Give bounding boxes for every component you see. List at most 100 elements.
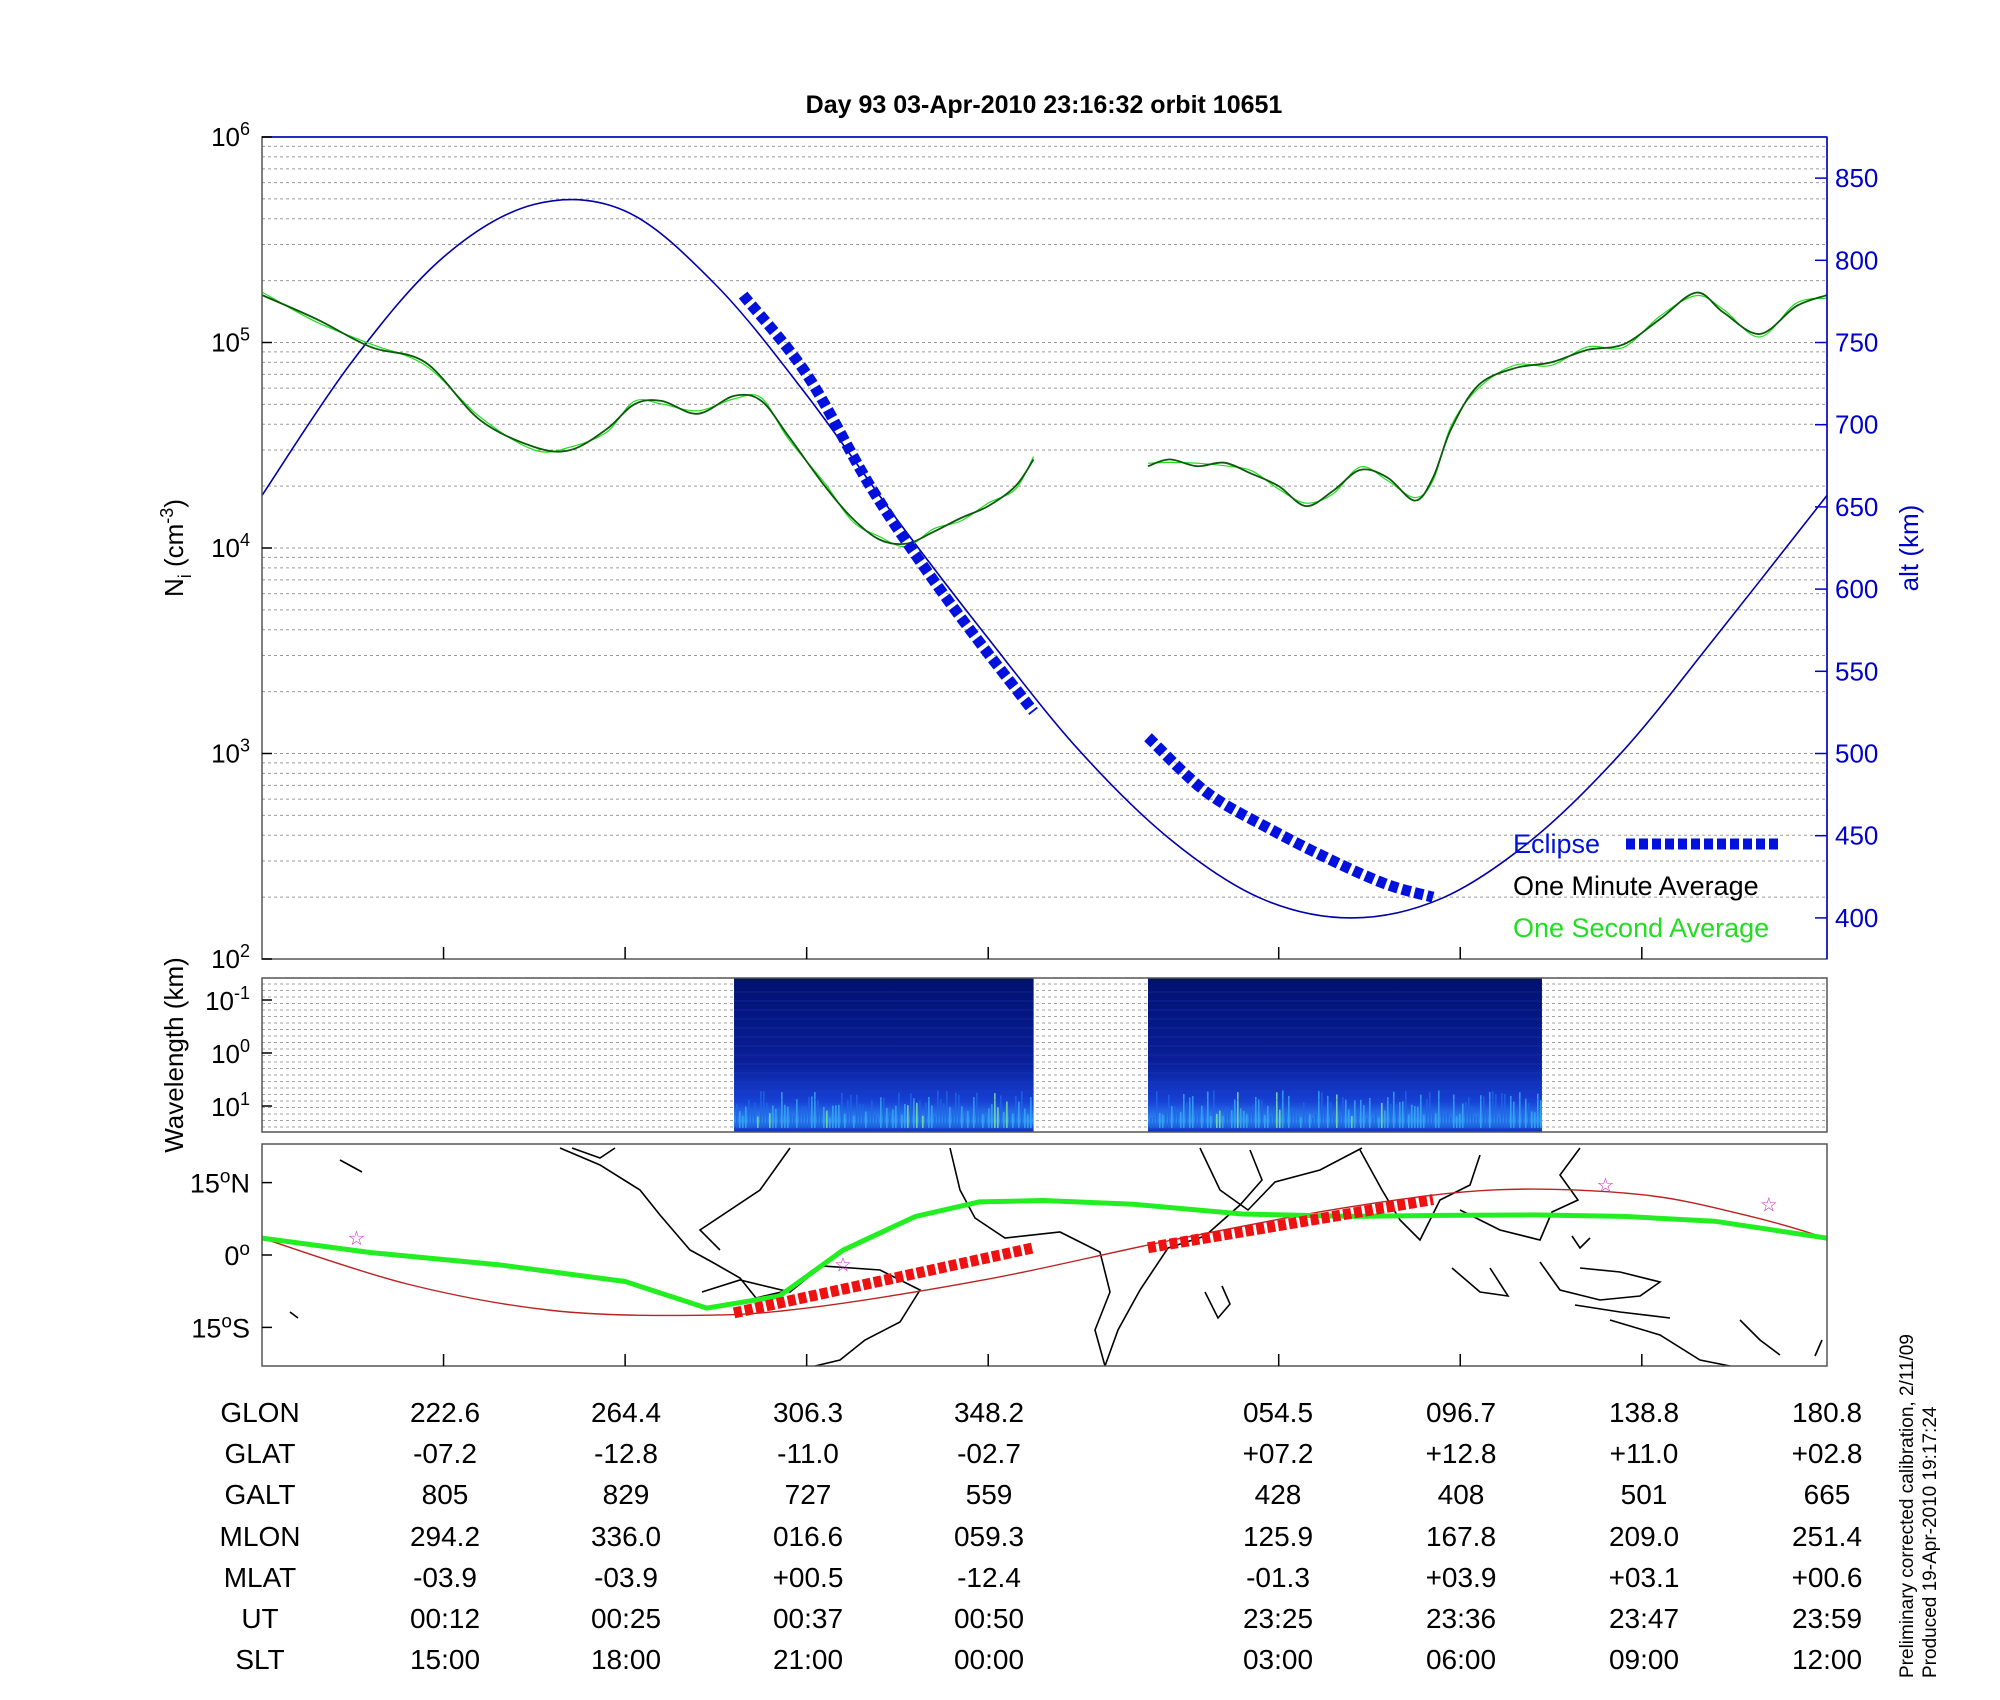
stat-value: +00.5 [772, 1561, 844, 1593]
spectrogram-stripe [1488, 1091, 1491, 1128]
spectrogram-stripe [1347, 1109, 1350, 1128]
spectrogram-stripe [1197, 1111, 1200, 1128]
eclipse-segment [1144, 733, 1435, 903]
spectrogram-stripe [1284, 1114, 1287, 1128]
star-marker: ☆ [1597, 1173, 1615, 1197]
spectrogram-stripe [1470, 1106, 1473, 1128]
stat-value: 096.7 [1425, 1397, 1497, 1428]
spectrogram-stripe [1389, 1104, 1392, 1128]
spectrogram-stripe [898, 1092, 900, 1128]
spectrogram-stripe [802, 1105, 804, 1128]
legend-label-second: One Second Average [1513, 913, 1769, 943]
stat-row-glat: GLAT -07.2 -12.8 -11.0 -02.7 +07.2 +12.8 +11.0 +… [0, 1434, 2000, 1474]
spectrogram-stripe [1455, 1116, 1458, 1128]
spectrogram-stripe [991, 1104, 993, 1128]
spectrogram-stripe [1287, 1095, 1290, 1128]
spec-tick-label: 100 [211, 1036, 250, 1069]
stat-value: 408 [1437, 1479, 1485, 1511]
spectrogram-stripe [742, 1115, 744, 1128]
spectrogram-stripe [1173, 1106, 1176, 1128]
stat-value: 12:00 [1791, 1644, 1863, 1676]
spectrogram-stripe [1149, 1117, 1152, 1128]
spectrogram-stripe [781, 1092, 783, 1128]
stat-value: 00:00 [953, 1644, 1025, 1676]
stat-value: 264.4 [590, 1397, 662, 1428]
spectrogram-stripe [925, 1102, 927, 1128]
spectrogram-stripe [874, 1114, 876, 1128]
spectrogram-stripe [922, 1115, 924, 1128]
spectrogram-stripe [919, 1100, 921, 1128]
spectrogram-stripe [997, 1107, 999, 1128]
stat-row-glon: GLON 222.6 264.4 306.3 348.2 054.5 096.7 138.8 1… [0, 1393, 2000, 1433]
spectrogram-stripe [958, 1094, 960, 1128]
spectrogram-stripe [1230, 1110, 1233, 1128]
spectrogram-stripe [1185, 1102, 1188, 1128]
stat-value: 23:25 [1242, 1603, 1314, 1634]
spectrogram-stripe [808, 1097, 810, 1128]
spectrogram-stripe [1221, 1115, 1224, 1128]
spectrogram-stripe [1215, 1113, 1218, 1128]
spectrogram-stripe [1458, 1113, 1461, 1128]
spectrogram-stripe [1260, 1099, 1263, 1128]
stat-value: 428 [1254, 1479, 1302, 1511]
y-tick-label: 102 [211, 941, 250, 974]
alt-tick-label: 500 [1835, 739, 1878, 769]
spectrogram-stripe [943, 1103, 945, 1128]
spectrogram-stripe [748, 1099, 750, 1128]
stat-value: 336.0 [590, 1520, 662, 1552]
spectrogram-stripe [1314, 1114, 1317, 1128]
spectrogram-stripe [1236, 1092, 1239, 1128]
legend-label-minute: One Minute Average [1513, 871, 1759, 901]
spectrogram-stripe [1224, 1107, 1227, 1128]
eclipse-segment [738, 291, 1038, 715]
map-tick-label: 15oN [190, 1167, 250, 1199]
spectrogram-stripe [1503, 1094, 1506, 1128]
stat-value: -02.7 [957, 1438, 1021, 1470]
spectrogram-stripe [1353, 1100, 1356, 1128]
spectrogram-stripe [1272, 1106, 1275, 1128]
spec-tick-label: 101 [211, 1089, 250, 1122]
spectrogram-stripe [805, 1105, 807, 1128]
spectrogram-stripe [859, 1104, 861, 1128]
spectrogram-stripe [1425, 1099, 1428, 1128]
spectrogram-stripe [760, 1090, 762, 1128]
spectrogram-stripe [1000, 1095, 1002, 1128]
spectrogram-stripe [1317, 1090, 1320, 1128]
stat-label: GALT [224, 1479, 296, 1511]
stat-value: 054.5 [1242, 1397, 1314, 1428]
alt-tick-label: 400 [1835, 903, 1878, 933]
spectrogram-stripe [955, 1092, 957, 1128]
spectrogram-stripe [1176, 1112, 1179, 1128]
spectrogram-stripe [1374, 1109, 1377, 1128]
spectrogram-stripe [1233, 1099, 1236, 1128]
chart-legend: Eclipse One Minute Average One Second Aver… [1513, 829, 1778, 943]
stat-value: 727 [784, 1479, 832, 1511]
spectrogram-stripe [787, 1106, 789, 1128]
spectrogram-stripe [1473, 1116, 1476, 1128]
stat-value: 23:47 [1608, 1603, 1680, 1634]
star-marker: ☆ [347, 1226, 365, 1250]
stat-row-mlon: MLON 294.2 336.0 016.6 059.3 125.9 167.8 209.0 2… [0, 1517, 2000, 1557]
spectrogram-stripe [1494, 1093, 1497, 1128]
stat-value: 23:59 [1791, 1603, 1863, 1634]
legend-label-eclipse: Eclipse [1513, 829, 1600, 859]
stat-value: -12.8 [594, 1438, 658, 1470]
spectrogram-stripe [775, 1108, 777, 1128]
y-tick-label: 104 [211, 530, 250, 563]
spectrogram-stripe [1398, 1102, 1401, 1128]
spectrogram-stripe [895, 1105, 897, 1128]
spectrogram-stripe [1227, 1109, 1230, 1128]
spectrogram-stripe [814, 1092, 816, 1128]
spectrogram-stripe [1218, 1110, 1221, 1128]
spectrogram-stripe [1371, 1117, 1374, 1128]
spectrogram-stripe [1161, 1114, 1164, 1128]
spectrogram-stripe [982, 1114, 984, 1128]
spectrogram-stripe [1006, 1101, 1008, 1128]
spectrogram-stripe [892, 1109, 894, 1128]
density-left-ticks: 102 103 104 105 106 [211, 119, 272, 974]
spectrogram-stripe [1281, 1090, 1284, 1128]
spectrogram-stripe [850, 1094, 852, 1128]
spectrogram-stripe [1293, 1108, 1296, 1128]
spectrogram-stripe [1167, 1094, 1170, 1128]
spectrogram-stripe [1242, 1110, 1245, 1128]
